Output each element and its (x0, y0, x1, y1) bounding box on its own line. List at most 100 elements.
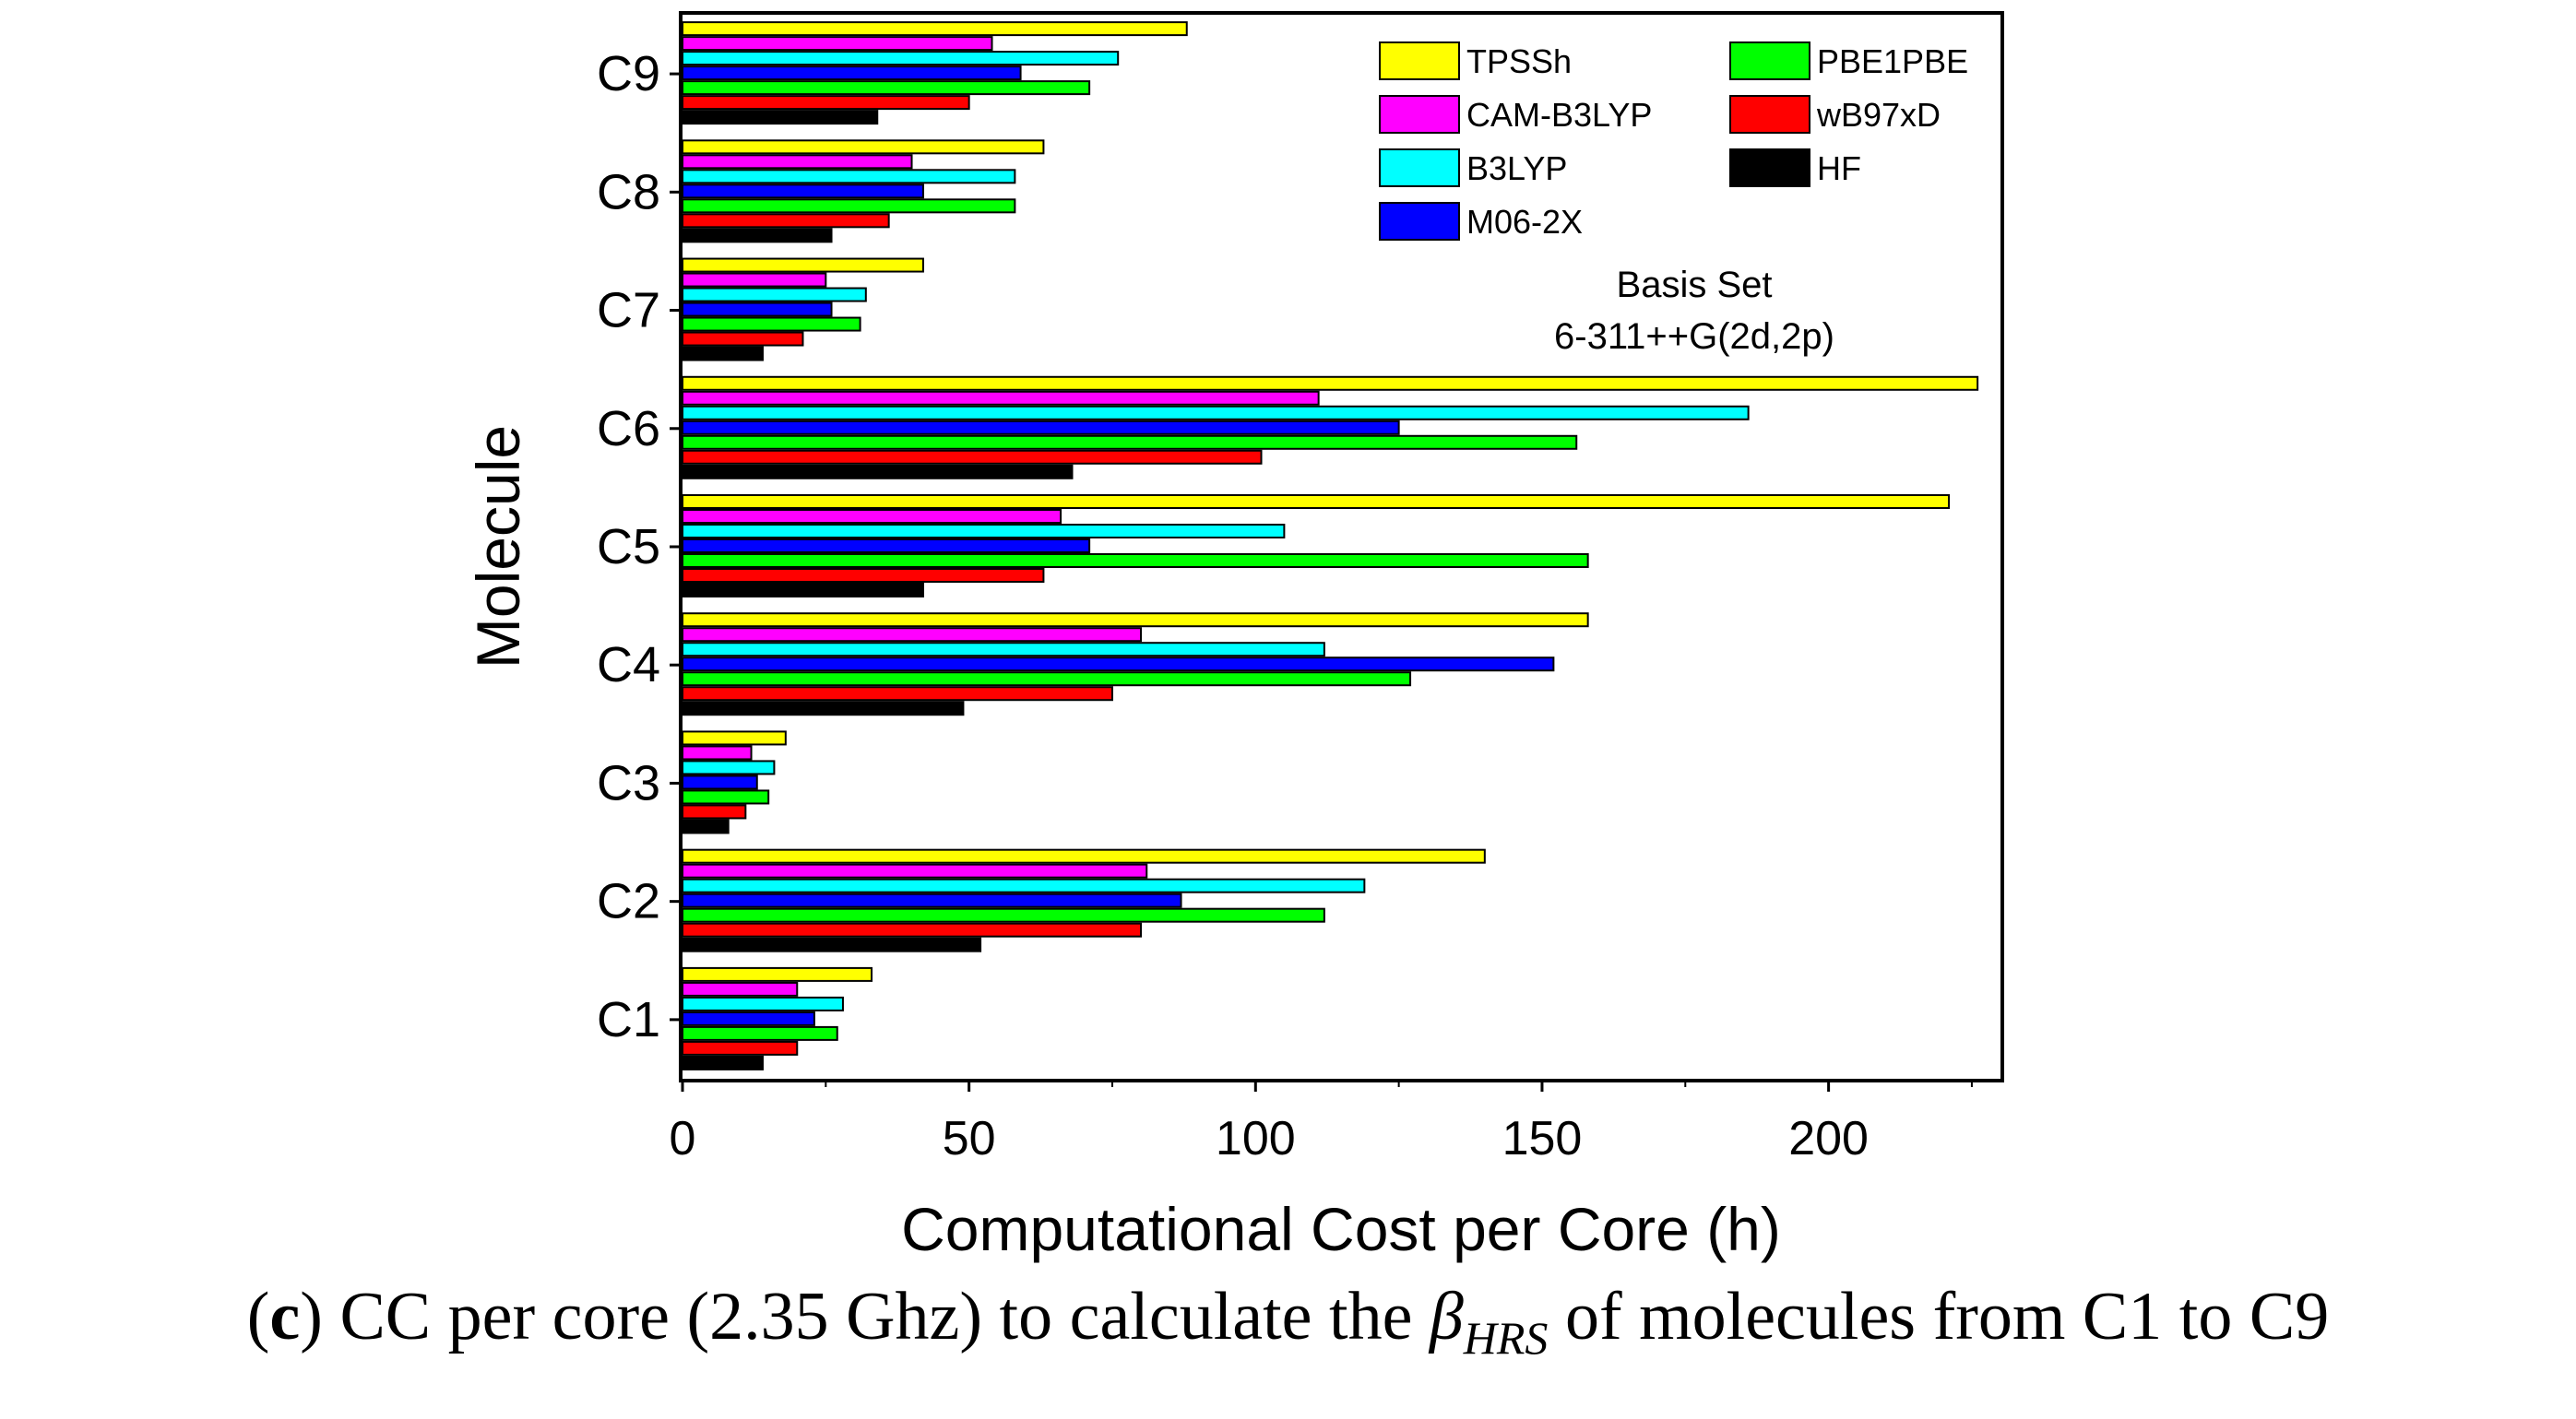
y-axis-label: Molecule (464, 425, 532, 668)
legend-swatch-pbe1pbe (1729, 41, 1810, 80)
bar-c3-pbe1pbe (682, 789, 770, 805)
legend-swatch-m06-2x (1379, 202, 1460, 241)
bar-c5-cam-b3lyp (682, 509, 1062, 524)
y-tick-label-c5: C5 (597, 519, 660, 574)
bar-c5-tpssh (682, 494, 1951, 509)
bar-c3-wb97xd (682, 804, 747, 820)
bar-c9-tpssh (682, 21, 1188, 37)
bar-c4-wb97xd (682, 686, 1113, 702)
bar-c5-hf (682, 583, 924, 597)
bar-c6-hf (682, 464, 1074, 479)
y-tick-label-c8: C8 (597, 164, 660, 219)
bar-c4-cam-b3lyp (682, 627, 1143, 643)
bar-c9-pbe1pbe (682, 80, 1091, 96)
bar-c2-wb97xd (682, 922, 1143, 938)
chart: C1 C2 C3 C4 C5 C6 C7 C8 C9 0 50 100 150 200 Computat… (464, 11, 2004, 1263)
x-tick-label-100: 100 (1216, 1112, 1296, 1165)
bar-c3-tpssh (682, 730, 787, 746)
bar-c8-wb97xd (682, 213, 890, 229)
bar-c7-b3lyp (682, 287, 867, 302)
legend-swatch-b3lyp (1379, 148, 1460, 187)
y-tick-label-c7: C7 (597, 283, 660, 338)
bar-c7-wb97xd (682, 331, 804, 347)
bar-c3-hf (682, 819, 730, 834)
annotation-basis-set: Basis Set (1617, 265, 1773, 305)
figure-caption: (c) CC per core (2.35 Ghz) to calculate … (246, 1279, 2330, 1364)
legend-label-m06-2x: M06-2X (1466, 203, 1583, 241)
bar-c8-cam-b3lyp (682, 154, 913, 170)
bar-c8-m06-2x (682, 183, 924, 199)
y-tick-label-c2: C2 (597, 874, 660, 929)
bar-c6-tpssh (682, 375, 1979, 391)
y-tick-label-c1: C1 (597, 992, 660, 1047)
legend-swatch-wb97xd (1729, 95, 1810, 134)
bar-c5-pbe1pbe (682, 553, 1589, 568)
bar-c7-pbe1pbe (682, 316, 861, 332)
y-tick-label-c9: C9 (597, 46, 660, 101)
legend-label-hf: HF (1817, 149, 1861, 187)
bar-c9-b3lyp (682, 51, 1120, 66)
bar-c7-cam-b3lyp (682, 272, 827, 288)
y-tick-label-c6: C6 (597, 401, 660, 456)
bar-c7-m06-2x (682, 302, 833, 317)
bar-c6-wb97xd (682, 449, 1263, 465)
bar-c4-tpssh (682, 612, 1589, 628)
bar-c1-m06-2x (682, 1011, 815, 1026)
x-axis-label: Computational Cost per Core (h) (901, 1195, 1781, 1263)
caption-label: c (269, 1279, 301, 1354)
bar-c3-b3lyp (682, 760, 776, 775)
bar-c9-hf (682, 110, 879, 125)
legend-label-pbe1pbe: PBE1PBE (1817, 42, 1968, 80)
bar-c9-wb97xd (682, 95, 970, 111)
bar-c2-hf (682, 937, 982, 952)
bar-c8-pbe1pbe (682, 198, 1016, 214)
bar-c1-pbe1pbe (682, 1025, 838, 1041)
bar-c4-b3lyp (682, 642, 1325, 657)
legend-label-wb97xd: wB97xD (1816, 96, 1941, 134)
bar-c6-pbe1pbe (682, 434, 1578, 450)
bar-c4-hf (682, 701, 965, 716)
x-tick-label-200: 200 (1788, 1112, 1869, 1165)
caption-subscript: HRS (1463, 1311, 1549, 1364)
bar-c6-m06-2x (682, 420, 1400, 435)
bar-c6-cam-b3lyp (682, 390, 1320, 406)
bar-c9-m06-2x (682, 65, 1022, 81)
bar-c7-tpssh (682, 257, 924, 273)
x-tick-label-150: 150 (1502, 1112, 1583, 1165)
bar-c1-b3lyp (682, 996, 844, 1011)
bar-c4-m06-2x (682, 656, 1555, 672)
bar-c2-b3lyp (682, 878, 1366, 893)
bar-c8-hf (682, 228, 833, 243)
legend-swatch-tpssh (1379, 41, 1460, 80)
bar-c1-wb97xd (682, 1040, 799, 1056)
legend: TPSSh CAM-B3LYP B3LYP M06-2X PBE1PBE wB97xD HF (1379, 41, 1968, 241)
caption-text-after: of molecules from C1 to C9 (1548, 1279, 2330, 1354)
caption-text-before: CC per core (2.35 Ghz) to calculate the (322, 1279, 1430, 1354)
bar-c1-cam-b3lyp (682, 981, 799, 997)
caption-symbol: β (1429, 1279, 1464, 1354)
annotation-basis-set-value: 6-311++G(2d,2p) (1554, 316, 1834, 357)
x-axis-ticks: 0 50 100 150 200 (670, 1081, 1973, 1165)
bar-c5-wb97xd (682, 568, 1045, 583)
bar-c3-m06-2x (682, 775, 758, 790)
legend-label-cam-b3lyp: CAM-B3LYP (1466, 96, 1652, 134)
y-axis-ticks: C1 C2 C3 C4 C5 C6 C7 C8 C9 (597, 46, 681, 1047)
bar-c9-cam-b3lyp (682, 36, 993, 52)
bar-c2-pbe1pbe (682, 907, 1325, 923)
legend-swatch-cam-b3lyp (1379, 95, 1460, 134)
x-tick-label-0: 0 (670, 1112, 696, 1165)
legend-swatch-hf (1729, 148, 1810, 187)
bar-c8-tpssh (682, 139, 1045, 155)
bar-c2-m06-2x (682, 893, 1182, 908)
bar-c1-tpssh (682, 966, 873, 982)
bar-c6-b3lyp (682, 405, 1750, 420)
bar-c5-m06-2x (682, 538, 1091, 553)
legend-label-b3lyp: B3LYP (1466, 149, 1567, 187)
bar-c4-pbe1pbe (682, 671, 1412, 687)
bar-c7-hf (682, 346, 764, 361)
x-tick-label-50: 50 (943, 1112, 996, 1165)
bar-c2-cam-b3lyp (682, 863, 1148, 879)
legend-label-tpssh: TPSSh (1466, 42, 1572, 80)
y-tick-label-c3: C3 (597, 755, 660, 810)
y-tick-label-c4: C4 (597, 637, 660, 692)
